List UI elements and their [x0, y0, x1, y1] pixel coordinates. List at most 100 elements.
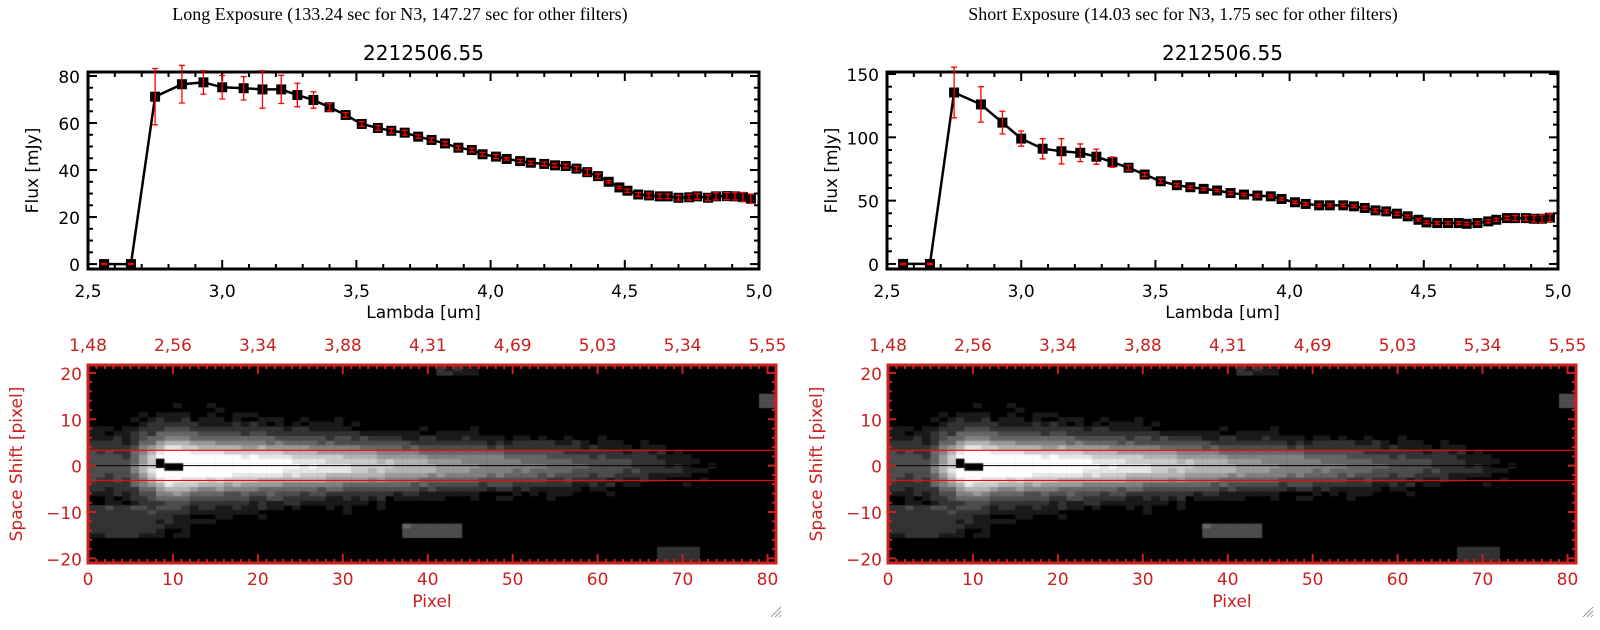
y-tick-label: −20: [846, 550, 882, 570]
x-tick-label: 5,0: [1544, 282, 1571, 302]
y-tick-label: −10: [846, 504, 882, 524]
error-bar: [401, 129, 408, 136]
error-bar: [1361, 205, 1368, 211]
y-tick-label: 150: [847, 66, 879, 86]
top-wavelength-tick-label: 3,88: [324, 336, 362, 356]
resize-grip-icon[interactable]: [770, 606, 782, 618]
x-tick-label: 0: [83, 570, 94, 590]
y-tick-label: 0: [871, 458, 882, 478]
long-exposure-title: Long Exposure (133.24 sec for N3, 147.27…: [172, 4, 628, 24]
top-wavelength-tick-label: 1,48: [869, 336, 907, 356]
image-frame: [886, 363, 1578, 565]
x-tick-label: 60: [587, 570, 609, 590]
resize-grip-icon[interactable]: [1582, 606, 1594, 618]
x-tick-label: 2,5: [873, 282, 900, 302]
y-tick-label: 20: [58, 209, 80, 229]
error-bar: [1302, 202, 1309, 206]
y-axis-label: Flux [mJy]: [23, 128, 43, 214]
top-wavelength-tick-label: 4,69: [1294, 336, 1332, 356]
error-bar: [441, 140, 448, 146]
error-bar: [1278, 197, 1285, 201]
x-tick-label: 80: [1557, 570, 1579, 590]
top-wavelength-tick-label: 3,34: [1039, 336, 1077, 356]
top-wavelength-tick-label: 5,03: [1379, 336, 1417, 356]
long-exposure-spectrum-image: [88, 365, 776, 563]
error-bar: [686, 193, 693, 201]
x-tick-label: 50: [1302, 570, 1324, 590]
y-tick-label: 0: [868, 256, 879, 276]
error-bar: [675, 194, 682, 201]
x-axis-label: Lambda [um]: [366, 303, 480, 323]
error-bar: [1018, 130, 1025, 147]
x-tick-label: 70: [672, 570, 694, 590]
error-bar: [415, 134, 422, 139]
error-bar: [468, 147, 475, 153]
error-bar: [1291, 200, 1298, 205]
error-bar: [1267, 194, 1274, 199]
plot-frame: [885, 70, 1560, 271]
x-tick-label: 10: [162, 570, 184, 590]
error-bar: [294, 82, 301, 108]
y-tick-label: 10: [860, 411, 882, 431]
error-bar: [747, 193, 754, 205]
x-tick-label: 60: [1387, 570, 1409, 590]
error-bar: [1404, 214, 1411, 219]
error-bar: [1444, 221, 1451, 225]
x-tick-label: 3,5: [1142, 282, 1169, 302]
error-bar: [1512, 214, 1519, 222]
error-bar: [635, 191, 642, 198]
y-tick-label: 50: [857, 193, 879, 213]
error-bar: [388, 127, 395, 134]
error-bar: [310, 91, 317, 109]
error-bar: [645, 192, 652, 199]
top-wavelength-tick-label: 4,31: [1209, 336, 1247, 356]
x-axis-label: Pixel: [1212, 592, 1251, 612]
error-bar: [342, 112, 349, 119]
top-wavelength-tick-label: 2,56: [954, 336, 992, 356]
top-wavelength-tick-label: 5,34: [1464, 336, 1502, 356]
x-tick-label: 20: [1047, 570, 1069, 590]
error-bar: [1393, 211, 1400, 216]
error-bar: [219, 74, 226, 100]
top-wavelength-tick-label: 3,34: [239, 336, 277, 356]
error-bar: [1504, 215, 1510, 221]
y-tick-label: 0: [69, 256, 80, 276]
error-bar: [259, 69, 266, 109]
error-bar: [358, 120, 365, 127]
error-bar: [616, 185, 623, 190]
error-bar: [1522, 214, 1529, 222]
top-wavelength-tick-label: 4,31: [409, 336, 447, 356]
error-bar: [1485, 219, 1492, 224]
error-bar: [1530, 214, 1537, 223]
error-bar: [541, 161, 548, 167]
chart-title: 2212506.55: [1162, 41, 1283, 65]
y-tick-label: 60: [58, 115, 80, 135]
x-tick-label: 40: [417, 570, 439, 590]
error-bar: [573, 165, 580, 172]
top-wavelength-tick-label: 2,56: [154, 336, 192, 356]
x-tick-label: 4,5: [1410, 282, 1437, 302]
error-bar: [101, 262, 108, 266]
x-tick-label: 4,0: [477, 282, 504, 302]
error-bar: [1463, 221, 1470, 226]
y-tick-label: 20: [60, 365, 82, 385]
error-bar: [1093, 148, 1100, 165]
x-tick-label: 40: [1217, 570, 1239, 590]
error-bar: [594, 173, 601, 180]
y-tick-label: 100: [847, 129, 879, 149]
y-tick-label: 0: [71, 458, 82, 478]
error-bar: [656, 193, 663, 200]
error-bar: [326, 103, 333, 112]
error-bar: [694, 192, 701, 200]
error-bar: [977, 86, 984, 123]
x-tick-label: 10: [962, 570, 984, 590]
y-tick-label: 10: [60, 411, 82, 431]
error-bar: [1173, 183, 1180, 188]
error-bar: [584, 168, 591, 176]
error-bar: [527, 160, 534, 166]
error-bar: [552, 162, 559, 168]
error-bar: [1434, 221, 1441, 225]
error-bar: [1474, 221, 1481, 225]
error-bar: [240, 75, 247, 101]
